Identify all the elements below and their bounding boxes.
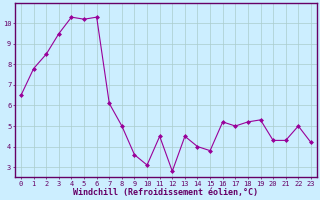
X-axis label: Windchill (Refroidissement éolien,°C): Windchill (Refroidissement éolien,°C) [74,188,259,197]
